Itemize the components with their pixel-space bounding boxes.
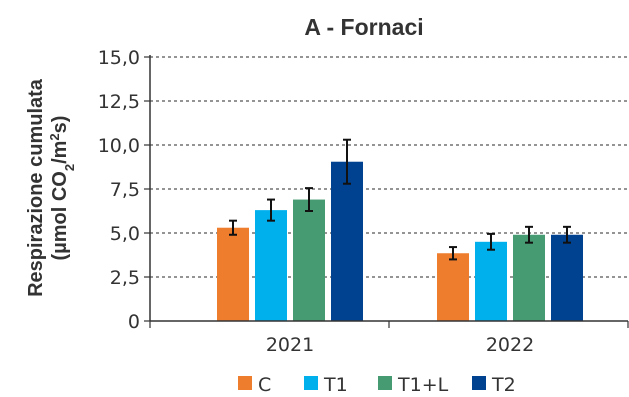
- legend-item: C: [238, 374, 271, 396]
- legend-label: C: [258, 374, 271, 396]
- legend-label: T1: [323, 374, 348, 396]
- error-bar: [487, 232, 495, 251]
- y-axis-label-line1: Respirazione cumulata: [25, 78, 47, 297]
- error-bar: [449, 246, 457, 261]
- legend-item: T2: [472, 374, 516, 396]
- x-tick-label: 2022: [486, 334, 534, 356]
- bars: [217, 138, 583, 321]
- legend-swatch: [238, 376, 252, 390]
- legend-swatch: [304, 376, 318, 390]
- legend-label: T1+L: [397, 374, 449, 396]
- y-tick-label: 5,0: [110, 223, 140, 245]
- error-bar: [343, 138, 351, 185]
- legend-swatch: [472, 376, 486, 390]
- error-bar: [563, 225, 571, 244]
- y-tick-label: 2,5: [110, 267, 140, 289]
- axes: [149, 55, 629, 328]
- y-tick-label: 15,0: [98, 47, 140, 69]
- legend-swatch: [378, 376, 392, 390]
- y-axis-label: Respirazione cumulata (µmol CO2/m2s): [25, 78, 77, 297]
- legend-label: T2: [491, 374, 516, 396]
- error-bar: [267, 198, 275, 222]
- bar-t1-plus-l-2021: [293, 199, 325, 321]
- y-axis-ticks: 0 2,5 5,0 7,5 10,0 12,5 15,0: [98, 47, 150, 333]
- bar-t2-2021: [331, 161, 363, 321]
- error-bar: [525, 225, 533, 244]
- x-axis-ticks: 2021 2022: [266, 334, 534, 356]
- y-tick-label: 7,5: [110, 179, 140, 201]
- y-tick-label: 12,5: [98, 91, 140, 113]
- error-bar: [229, 219, 237, 236]
- legend: C T1 T1+L T2: [238, 374, 516, 396]
- y-tick-label: 10,0: [98, 135, 140, 157]
- bar-t2-2022: [551, 234, 583, 321]
- bar-t1-2021: [255, 210, 287, 321]
- y-tick-label: 0: [128, 311, 140, 333]
- y-axis-label-line2: (µmol CO2/m2s): [47, 116, 77, 261]
- legend-item: T1+L: [378, 374, 449, 396]
- chart-title: A - Fornaci: [304, 14, 423, 40]
- bar-c-2021: [217, 227, 249, 321]
- error-bar: [305, 187, 313, 212]
- x-tick-label: 2021: [266, 334, 314, 356]
- legend-item: T1: [304, 374, 348, 396]
- bar-t1-2022: [475, 241, 507, 321]
- bar-c-2022: [437, 253, 469, 321]
- bar-t1-plus-l-2022: [513, 234, 545, 321]
